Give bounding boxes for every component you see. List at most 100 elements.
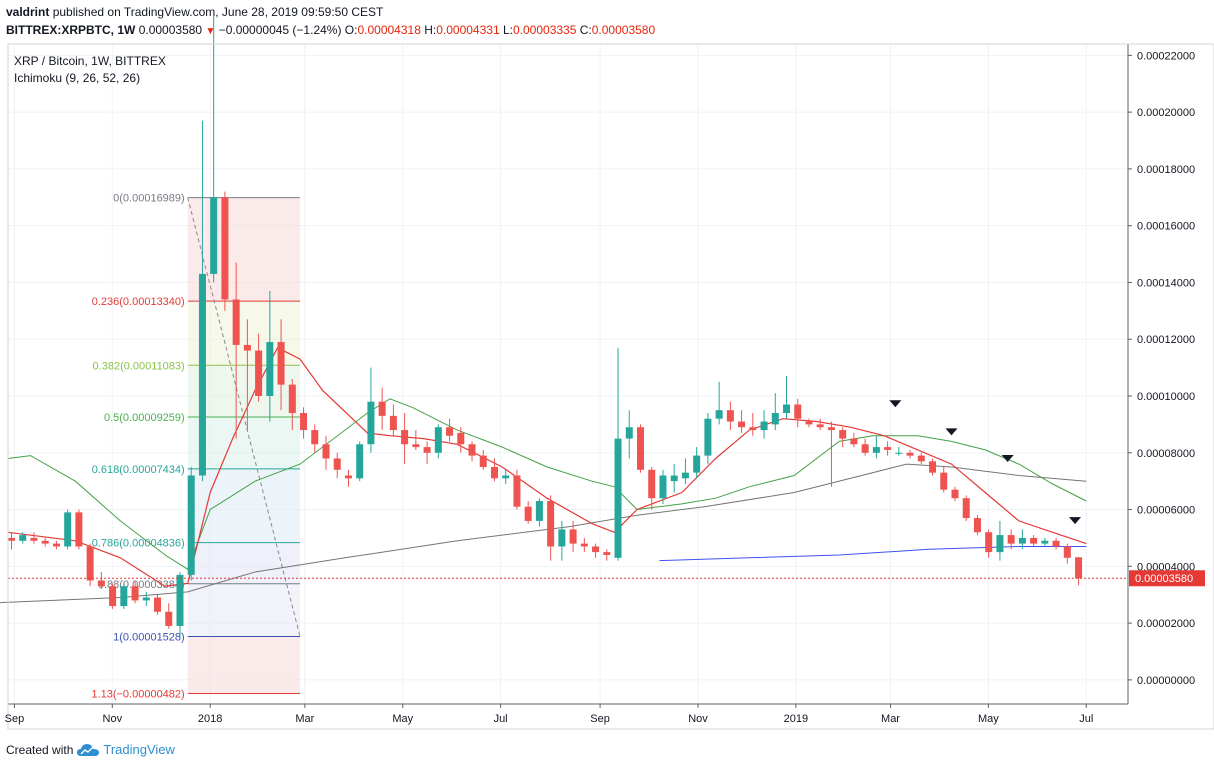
candle-body <box>985 532 993 553</box>
candle <box>75 509 83 550</box>
candle-body <box>288 384 296 414</box>
author-name[interactable]: valdrint <box>6 5 50 19</box>
candle-body <box>513 475 521 507</box>
candle <box>1007 529 1015 550</box>
y-tick-label: 0.00008000 <box>1137 448 1195 460</box>
candle-body <box>356 444 364 479</box>
candle <box>412 430 420 450</box>
candle-body <box>715 410 723 419</box>
grid <box>8 44 1128 704</box>
candle-body <box>378 401 386 416</box>
candle-body <box>322 444 330 459</box>
candle-body <box>850 438 858 445</box>
candle-body <box>704 418 712 456</box>
x-tick-label: Sep <box>5 713 25 725</box>
candle-body <box>816 424 824 428</box>
candle-body <box>75 512 83 547</box>
tradingview-brand[interactable]: TradingView <box>103 742 175 757</box>
fib-zone <box>187 542 301 584</box>
candle <box>30 532 38 544</box>
candle-body <box>884 447 892 450</box>
ohlc-bar: BITTREX:XRPBTC, 1W 0.00003580 ▼ −0.00000… <box>6 23 655 37</box>
y-tick-label: 0.00000000 <box>1137 675 1195 687</box>
candle-body <box>468 444 476 456</box>
open-value: 0.00004318 <box>357 23 421 37</box>
y-tick-label: 0.00016000 <box>1137 221 1195 233</box>
candle <box>715 381 723 425</box>
candle <box>356 441 364 482</box>
high-value: 0.00004331 <box>436 23 500 37</box>
candle-body <box>41 540 49 544</box>
x-tick-label: 2019 <box>784 713 808 725</box>
candle <box>434 424 442 459</box>
candle <box>8 532 15 550</box>
candle-body <box>255 350 263 396</box>
candle <box>861 438 869 456</box>
y-tick-label: 0.00010000 <box>1137 391 1195 403</box>
candle <box>389 404 397 436</box>
candle <box>771 393 779 431</box>
fib-level-label: 0.382(0.00011083) <box>93 360 185 372</box>
base-line <box>7 398 1087 570</box>
fib-trend-line <box>187 197 301 637</box>
candle-body <box>625 427 633 439</box>
markers <box>889 400 1082 525</box>
candle <box>120 583 128 609</box>
published-text: published on TradingView.com, June 28, 2… <box>52 5 384 19</box>
candle <box>726 401 734 431</box>
candle-body <box>996 535 1004 553</box>
candle <box>187 466 195 581</box>
candle <box>794 398 802 428</box>
candle <box>816 418 824 431</box>
candle-body <box>333 458 341 470</box>
candle <box>783 376 791 419</box>
candle-body <box>592 546 600 553</box>
candle <box>524 501 532 524</box>
candle <box>378 387 386 431</box>
candle <box>479 449 487 470</box>
candle <box>255 333 263 402</box>
candle <box>300 407 308 439</box>
candle-body <box>1063 546 1071 558</box>
candle-body <box>502 475 510 479</box>
candle-body <box>187 475 195 575</box>
candle <box>917 452 925 465</box>
fib-retracement[interactable]: 0(0.00016989) 0.236(0.00013340) 0.382(0.00… <box>91 193 301 701</box>
candle-body <box>940 472 948 490</box>
ichimoku-lines <box>0 346 1087 604</box>
candle <box>569 520 577 553</box>
candle-body <box>165 611 173 626</box>
down-arrow-marker <box>1069 517 1082 525</box>
down-arrow-marker <box>1001 455 1014 463</box>
candle <box>333 452 341 479</box>
x-tick-label: Mar <box>295 713 314 725</box>
candle-body <box>693 455 701 473</box>
candle <box>165 603 173 629</box>
candle-body <box>1007 535 1015 544</box>
candle-body <box>1075 557 1083 579</box>
candle <box>52 540 60 550</box>
open-label: O: <box>344 23 358 37</box>
candle-body <box>52 543 60 547</box>
candle <box>277 319 285 411</box>
candle-body <box>681 472 689 479</box>
candle <box>288 378 296 431</box>
candle-body <box>232 299 240 345</box>
down-arrow-marker <box>889 400 902 408</box>
candle-body <box>827 427 835 431</box>
fib-zone <box>187 417 301 469</box>
candle <box>1075 556 1083 586</box>
candle-body <box>872 447 880 453</box>
candle <box>1018 529 1026 550</box>
candle <box>670 464 678 493</box>
candle <box>940 466 948 493</box>
candle <box>1063 543 1071 564</box>
candle-body <box>906 452 914 456</box>
candle <box>648 466 656 510</box>
y-tick-label: 0.00018000 <box>1137 164 1195 176</box>
candle <box>1041 537 1049 547</box>
candle <box>97 572 105 590</box>
x-tick-label: Jul <box>494 713 508 725</box>
candle-body <box>726 410 734 422</box>
